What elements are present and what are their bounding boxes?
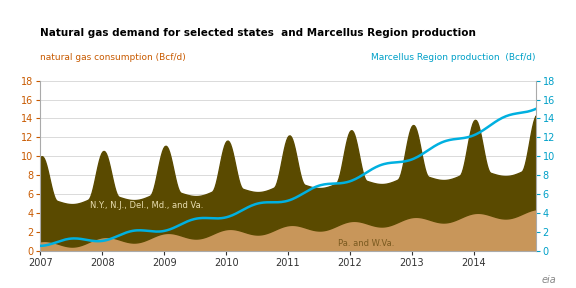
Text: N.Y., N.J., Del., Md., and Va.: N.Y., N.J., Del., Md., and Va. [90, 201, 203, 210]
Text: Pa. and W.Va.: Pa. and W.Va. [338, 238, 394, 247]
Text: Natural gas demand for selected states  and Marcellus Region production: Natural gas demand for selected states a… [40, 28, 476, 38]
Text: natural gas consumption (Bcf/d): natural gas consumption (Bcf/d) [40, 53, 186, 62]
Text: eia: eia [541, 275, 556, 285]
Text: Marcellus Region production  (Bcf/d): Marcellus Region production (Bcf/d) [371, 53, 536, 62]
